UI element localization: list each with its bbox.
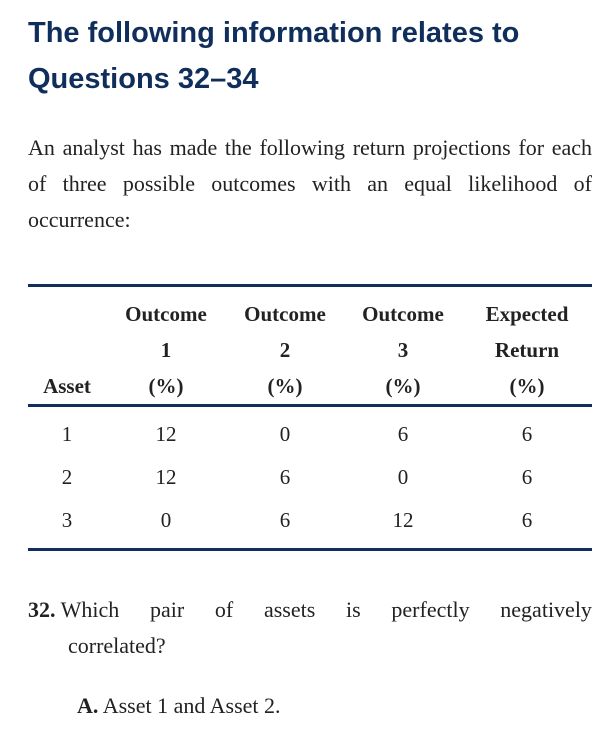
question-32: 32. Which pair of assets is perfectly ne… — [28, 592, 592, 664]
header-outcome-1-line-2: 1 — [160, 338, 172, 362]
header-expected-return-line-3: (%) — [509, 374, 545, 398]
header-outcome-2: Outcome 2 (%) — [226, 286, 344, 406]
section-heading: The following information relates to Que… — [28, 10, 598, 102]
header-expected-return: Expected Return (%) — [462, 286, 592, 406]
cell-asset: 3 — [61, 508, 73, 532]
table-header-row: Asset Outcome 1 (%) Outcome 2 (%) Outcom… — [28, 286, 592, 406]
question-word: pair — [149, 597, 185, 622]
cell-asset: 1 — [61, 422, 73, 446]
header-asset-line-2 — [28, 332, 106, 368]
cell-expected-return: 6 — [521, 422, 533, 446]
cell-outcome-1: 12 — [155, 465, 177, 489]
question-stem-line-2: correlated? — [68, 633, 166, 658]
intro-paragraph: An analyst has made the following return… — [28, 135, 592, 232]
option-letter: A. — [77, 693, 99, 718]
header-outcome-3-line-1: Outcome — [362, 302, 444, 326]
cell-outcome-1: 0 — [160, 508, 172, 532]
question-word: perfectly — [391, 597, 470, 622]
question-stem-start: 32. Which — [28, 592, 119, 628]
header-outcome-1-line-3: (%) — [148, 374, 184, 398]
header-asset-line-1 — [28, 296, 106, 332]
question-word: assets — [263, 597, 316, 622]
header-expected-return-line-2: Return — [494, 338, 560, 362]
question-number: 32. — [28, 597, 56, 622]
cell-outcome-3: 12 — [392, 508, 414, 532]
header-outcome-2-line-1: Outcome — [244, 302, 326, 326]
answer-option-a[interactable]: A. Asset 1 and Asset 2. — [77, 688, 281, 724]
header-asset-line-3: Asset — [43, 374, 91, 398]
returns-table: Asset Outcome 1 (%) Outcome 2 (%) Outcom… — [28, 284, 592, 551]
header-outcome-1-line-1: Outcome — [125, 302, 207, 326]
header-outcome-1: Outcome 1 (%) — [106, 286, 226, 406]
header-outcome-3: Outcome 3 (%) — [344, 286, 462, 406]
header-outcome-3-line-2: 3 — [397, 338, 409, 362]
question-stem-line-1: 32. Which pair of assets is perfectly ne… — [28, 592, 592, 628]
table-row: 2 12 6 0 6 — [28, 456, 592, 499]
cell-outcome-3: 0 — [397, 465, 409, 489]
cell-outcome-1: 12 — [155, 422, 177, 446]
question-word: of — [214, 597, 234, 622]
cell-expected-return: 6 — [521, 508, 533, 532]
table-row: 1 12 0 6 6 — [28, 406, 592, 457]
header-asset: Asset — [28, 286, 106, 406]
header-outcome-2-line-3: (%) — [267, 374, 303, 398]
question-word: negatively — [500, 597, 592, 622]
cell-expected-return: 6 — [521, 465, 533, 489]
cell-outcome-2: 6 — [279, 465, 291, 489]
question-word: is — [346, 597, 361, 622]
cell-outcome-3: 6 — [397, 422, 409, 446]
cell-outcome-2: 6 — [279, 508, 291, 532]
heading-line-1: The following information relates to — [28, 17, 520, 49]
heading-line-2: Questions 32–34 — [28, 63, 259, 95]
question-word: Which — [60, 597, 120, 622]
option-text: Asset 1 and Asset 2. — [102, 693, 281, 718]
table-row: 3 0 6 12 6 — [28, 499, 592, 550]
header-outcome-2-line-2: 2 — [279, 338, 291, 362]
cell-outcome-2: 0 — [279, 422, 291, 446]
header-outcome-3-line-3: (%) — [385, 374, 421, 398]
header-expected-return-line-1: Expected — [485, 302, 569, 326]
cell-asset: 2 — [61, 465, 73, 489]
